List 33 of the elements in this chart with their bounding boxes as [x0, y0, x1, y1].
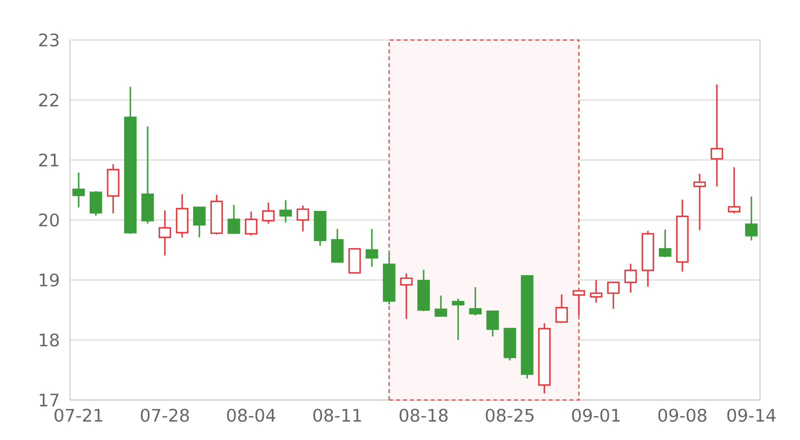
- candlestick: [676, 198, 689, 272]
- candlestick: [314, 210, 326, 247]
- candlestick: [607, 282, 620, 310]
- candlestick: [158, 210, 172, 256]
- x-tick-label: 09-01: [572, 408, 620, 422]
- candlestick: [590, 279, 602, 304]
- candlestick: [434, 294, 448, 317]
- y-tick-label: 21: [39, 154, 58, 166]
- x-tick-label: 07-21: [54, 408, 102, 422]
- y-tick-label: 19: [40, 273, 59, 287]
- x-tick-label: 09-08: [658, 408, 706, 422]
- y-tick-label: 20: [39, 213, 59, 227]
- candlestick: [106, 163, 120, 214]
- candlestick: [193, 206, 206, 238]
- candlestick: [366, 228, 378, 268]
- candlestick: [693, 173, 706, 231]
- x-tick-label: 07-28: [140, 408, 189, 422]
- y-tick-label: 17: [40, 394, 58, 406]
- x-tick-label: 09-14: [727, 408, 776, 422]
- x-tick-label: 08-04: [227, 408, 276, 422]
- candlestick: [279, 199, 292, 224]
- y-tick-label: 18: [40, 333, 59, 347]
- candlestick: [331, 228, 344, 263]
- candlestick: [555, 294, 568, 323]
- x-tick-label: 08-18: [400, 408, 448, 422]
- candlestick: [538, 322, 551, 394]
- y-tick-label: 22: [39, 94, 58, 106]
- candlestick: [348, 248, 361, 274]
- x-tick-label: 08-11: [313, 408, 361, 422]
- x-tick-label: 08-25: [486, 408, 534, 422]
- candlestick: [710, 84, 724, 188]
- y-tick-label: 23: [39, 33, 59, 47]
- candlestick: [72, 172, 85, 208]
